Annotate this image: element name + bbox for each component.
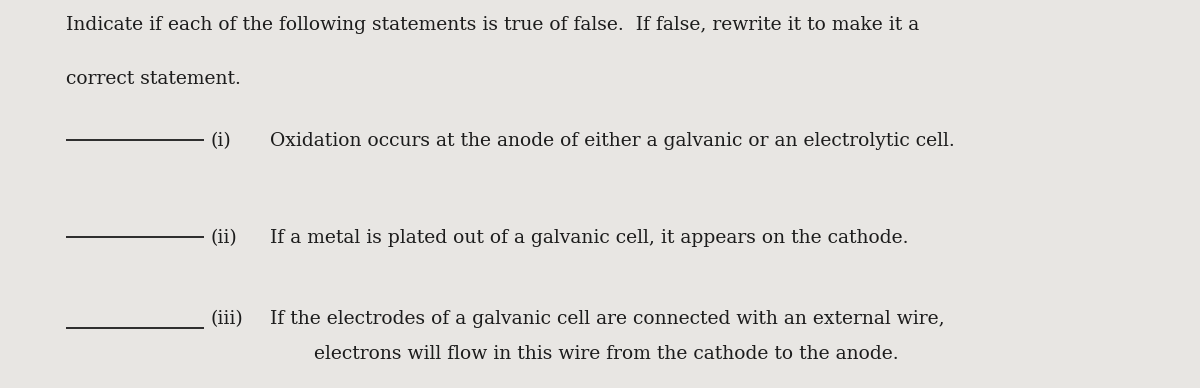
Text: Indicate if each of the following statements is true of false.  If false, rewrit: Indicate if each of the following statem… (66, 16, 919, 33)
Text: correct statement.: correct statement. (66, 70, 241, 88)
Text: If a metal is plated out of a galvanic cell, it appears on the cathode.: If a metal is plated out of a galvanic c… (270, 229, 908, 247)
Text: (i): (i) (210, 132, 230, 150)
Text: (iii): (iii) (210, 310, 242, 328)
Text: If the electrodes of a galvanic cell are connected with an external wire,: If the electrodes of a galvanic cell are… (270, 310, 944, 328)
Text: Oxidation occurs at the anode of either a galvanic or an electrolytic cell.: Oxidation occurs at the anode of either … (270, 132, 955, 150)
Text: (ii): (ii) (210, 229, 236, 247)
Text: electrons will flow in this wire from the cathode to the anode.: electrons will flow in this wire from th… (314, 345, 899, 363)
